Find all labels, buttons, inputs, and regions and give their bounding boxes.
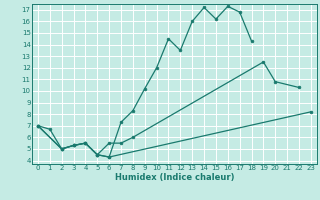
X-axis label: Humidex (Indice chaleur): Humidex (Indice chaleur): [115, 173, 234, 182]
